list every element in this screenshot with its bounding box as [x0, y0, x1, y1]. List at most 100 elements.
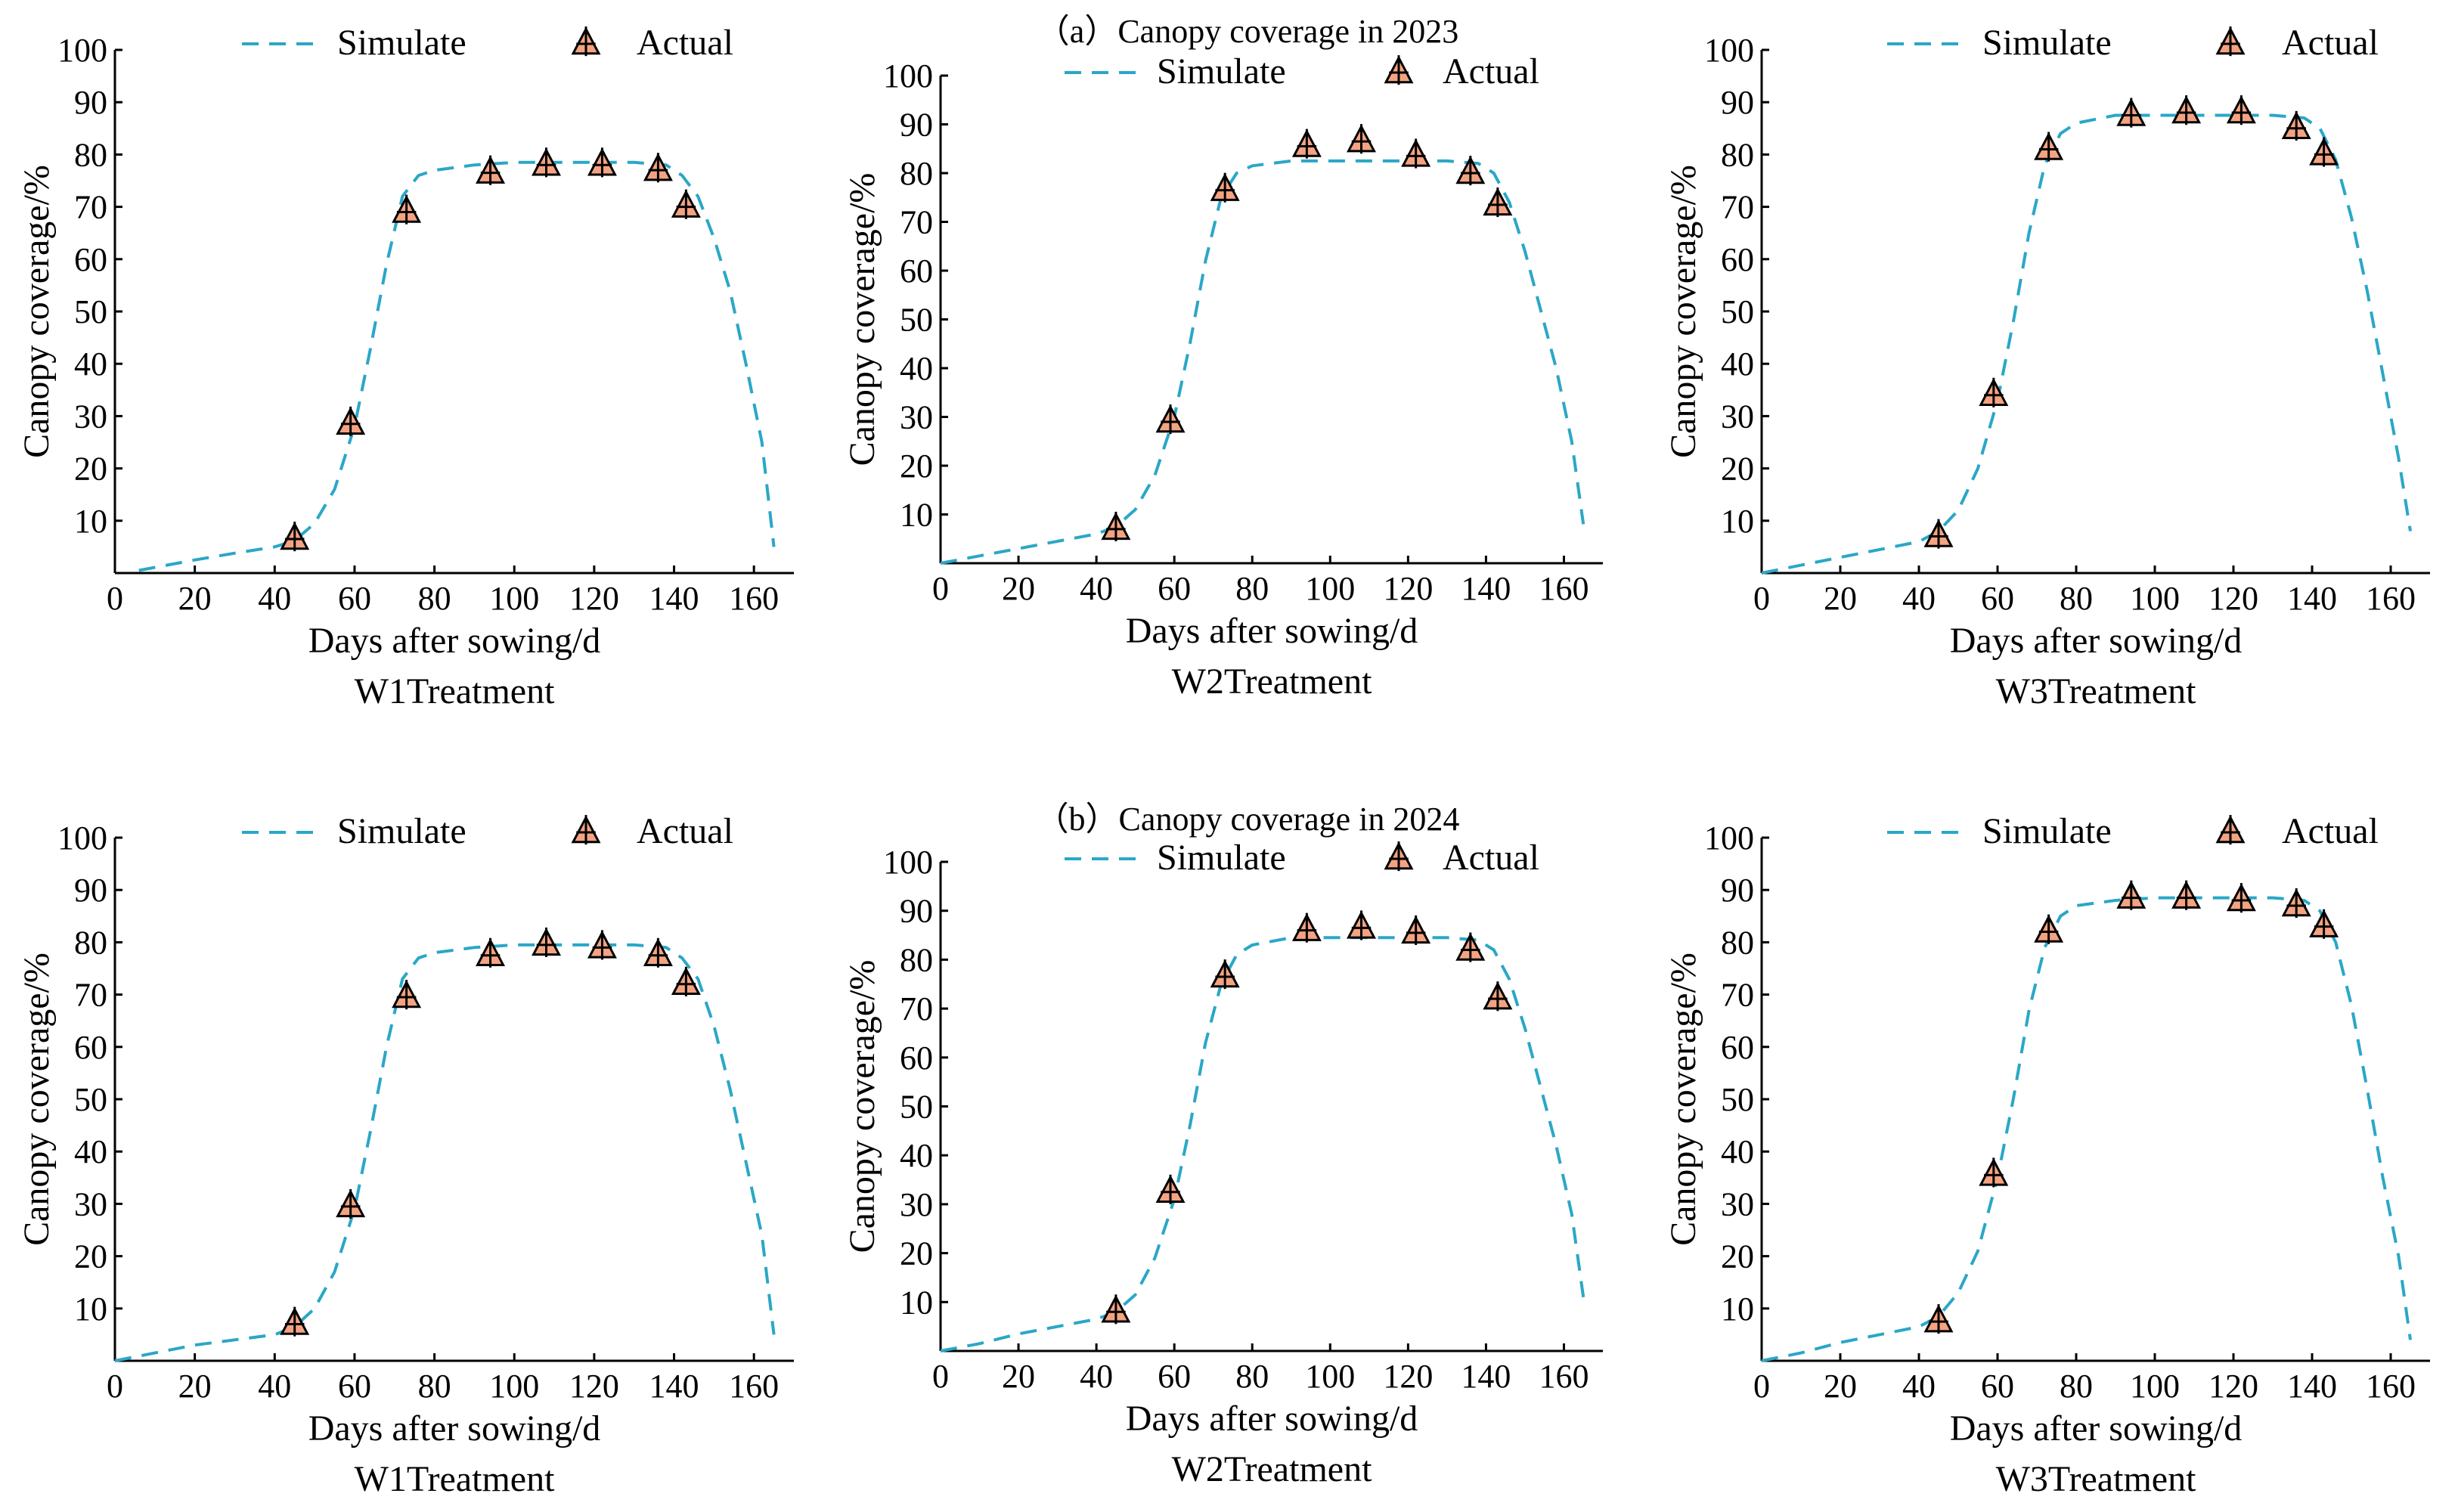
- data-point-actual: [643, 937, 673, 968]
- chart-legend: Simulate Actual: [1065, 838, 1539, 878]
- legend-simulate-label: Simulate: [1157, 838, 1286, 878]
- y-tick-label: 100: [1704, 32, 1754, 69]
- y-tick-label: 80: [900, 155, 933, 192]
- y-tick-label: 100: [1704, 820, 1754, 857]
- y-tick-label: 60: [900, 253, 933, 290]
- y-tick-label: 40: [1721, 345, 1754, 383]
- chart-panels: 0 20 40 60 80 100 120 140 1601020304050607080901…: [17, 23, 2430, 1499]
- y-tick-label: 30: [1721, 398, 1754, 435]
- data-point-actual: [476, 937, 506, 968]
- legend-actual-label: Actual: [1443, 838, 1539, 878]
- data-point-actual: [1979, 377, 2009, 407]
- chart-legend: Simulate Actual: [1065, 51, 1539, 91]
- x-tick-label: 120: [569, 1368, 619, 1405]
- data-point-actual: [336, 1188, 366, 1219]
- x-tick-label: 140: [2287, 580, 2337, 617]
- x-tick-label: 140: [1461, 570, 1511, 607]
- data-point-actual: [2116, 98, 2146, 128]
- data-point-actual: [587, 930, 617, 960]
- data-point-actual: [2226, 883, 2256, 913]
- x-tick-label: 100: [2130, 580, 2180, 617]
- y-tick-label: 90: [900, 107, 933, 144]
- x-tick-label: 40: [1902, 580, 1936, 617]
- data-point-actual: [1155, 1174, 1186, 1204]
- panel-treatment-label: W1Treatment: [355, 671, 556, 711]
- y-tick-label: 70: [74, 189, 107, 226]
- y-tick-label: 80: [74, 924, 107, 961]
- x-tick-label: 120: [2208, 580, 2258, 617]
- y-tick-label: 60: [1721, 241, 1754, 278]
- x-tick-label: 100: [1305, 1358, 1355, 1395]
- data-point-actual: [2226, 95, 2256, 125]
- y-tick-label: 100: [57, 32, 107, 69]
- y-tick-label: 10: [1721, 1290, 1754, 1328]
- y-tick-label: 70: [74, 977, 107, 1014]
- y-tick-label: 40: [900, 350, 933, 387]
- panel-treatment-label: W2Treatment: [1172, 1449, 1373, 1489]
- legend-actual-swatch: [1384, 55, 1414, 85]
- x-tick-label: 0: [932, 1358, 949, 1395]
- legend-actual-swatch: [2215, 26, 2246, 57]
- y-tick-label: 50: [1721, 1081, 1754, 1118]
- chart-panel-5: 0 20 40 60 80 100 120 140 160 10 20 30 40 50 60 70 80 90 1…: [842, 838, 1603, 1489]
- x-tick-label: 80: [418, 580, 451, 617]
- series-line-simulate: [1761, 113, 2412, 575]
- data-point-actual: [1347, 910, 1377, 940]
- y-tick-label: 70: [900, 204, 933, 241]
- x-axis-label: Days after sowing/d: [1950, 621, 2243, 661]
- legend-actual-label: Actual: [2282, 811, 2379, 851]
- y-tick-label: 10: [74, 503, 107, 540]
- x-axis-label: Days after sowing/d: [1126, 1399, 1418, 1439]
- legend-simulate-label: Simulate: [337, 811, 466, 851]
- series-line-simulate: [940, 159, 1585, 565]
- data-point-actual: [280, 1306, 310, 1337]
- y-axis-label: Canopy coverage/%: [1663, 165, 1703, 458]
- x-tick-label: 0: [107, 580, 123, 617]
- y-tick-label: 40: [74, 345, 107, 383]
- data-point-actual: [671, 966, 701, 996]
- y-tick-label: 100: [883, 844, 933, 881]
- series-line-simulate: [114, 943, 776, 1362]
- data-point-actual: [2171, 95, 2202, 125]
- y-tick-label: 40: [74, 1133, 107, 1170]
- x-tick-label: 60: [1158, 1358, 1191, 1395]
- data-point-actual: [1155, 404, 1186, 435]
- x-tick-label: 160: [1539, 1358, 1589, 1395]
- y-tick-label: 30: [74, 1185, 107, 1222]
- data-point-actual: [1923, 519, 1954, 549]
- y-axis-label: Canopy coverage/%: [17, 165, 57, 458]
- panel-treatment-label: W3Treatment: [1996, 671, 2197, 711]
- data-point-actual: [532, 927, 561, 958]
- x-tick-label: 20: [1002, 570, 1035, 607]
- x-tick-label: 20: [1824, 1368, 1857, 1405]
- data-point-actual: [2034, 914, 2064, 944]
- data-point-actual: [2309, 909, 2339, 939]
- data-point-actual: [1923, 1304, 1954, 1334]
- chart-panel-3: 0 20 40 60 80 100 120 140 160 10 20 30 40 50 60 70 80 90 1…: [1663, 23, 2430, 711]
- x-tick-label: 60: [338, 1368, 371, 1405]
- x-tick-label: 20: [1824, 580, 1857, 617]
- data-point-actual: [2281, 110, 2311, 141]
- y-tick-label: 90: [74, 84, 107, 121]
- legend-simulate-label: Simulate: [1982, 811, 2112, 851]
- data-point-actual: [1979, 1157, 2009, 1188]
- legend-simulate-label: Simulate: [1982, 23, 2112, 63]
- legend-actual-label: Actual: [637, 811, 733, 851]
- legend-actual-label: Actual: [2282, 23, 2379, 63]
- x-tick-label: 120: [1383, 570, 1433, 607]
- x-axis-label: Days after sowing/d: [308, 621, 601, 661]
- series-line-simulate: [138, 160, 776, 572]
- x-tick-label: 100: [489, 1368, 539, 1405]
- chart-legend: Simulate Actual: [1887, 811, 2379, 851]
- y-tick-label: 50: [74, 293, 107, 330]
- chart-legend: Simulate Actual: [242, 811, 733, 851]
- panel-treatment-label: W3Treatment: [1996, 1459, 2197, 1499]
- y-tick-label: 80: [1721, 136, 1754, 173]
- x-tick-label: 160: [729, 1368, 779, 1405]
- legend-simulate-label: Simulate: [337, 23, 466, 63]
- x-tick-label: 120: [2208, 1368, 2258, 1405]
- y-tick-label: 20: [74, 451, 107, 488]
- y-tick-label: 30: [900, 1186, 933, 1223]
- x-tick-label: 20: [178, 1368, 212, 1405]
- y-tick-label: 10: [1721, 503, 1754, 540]
